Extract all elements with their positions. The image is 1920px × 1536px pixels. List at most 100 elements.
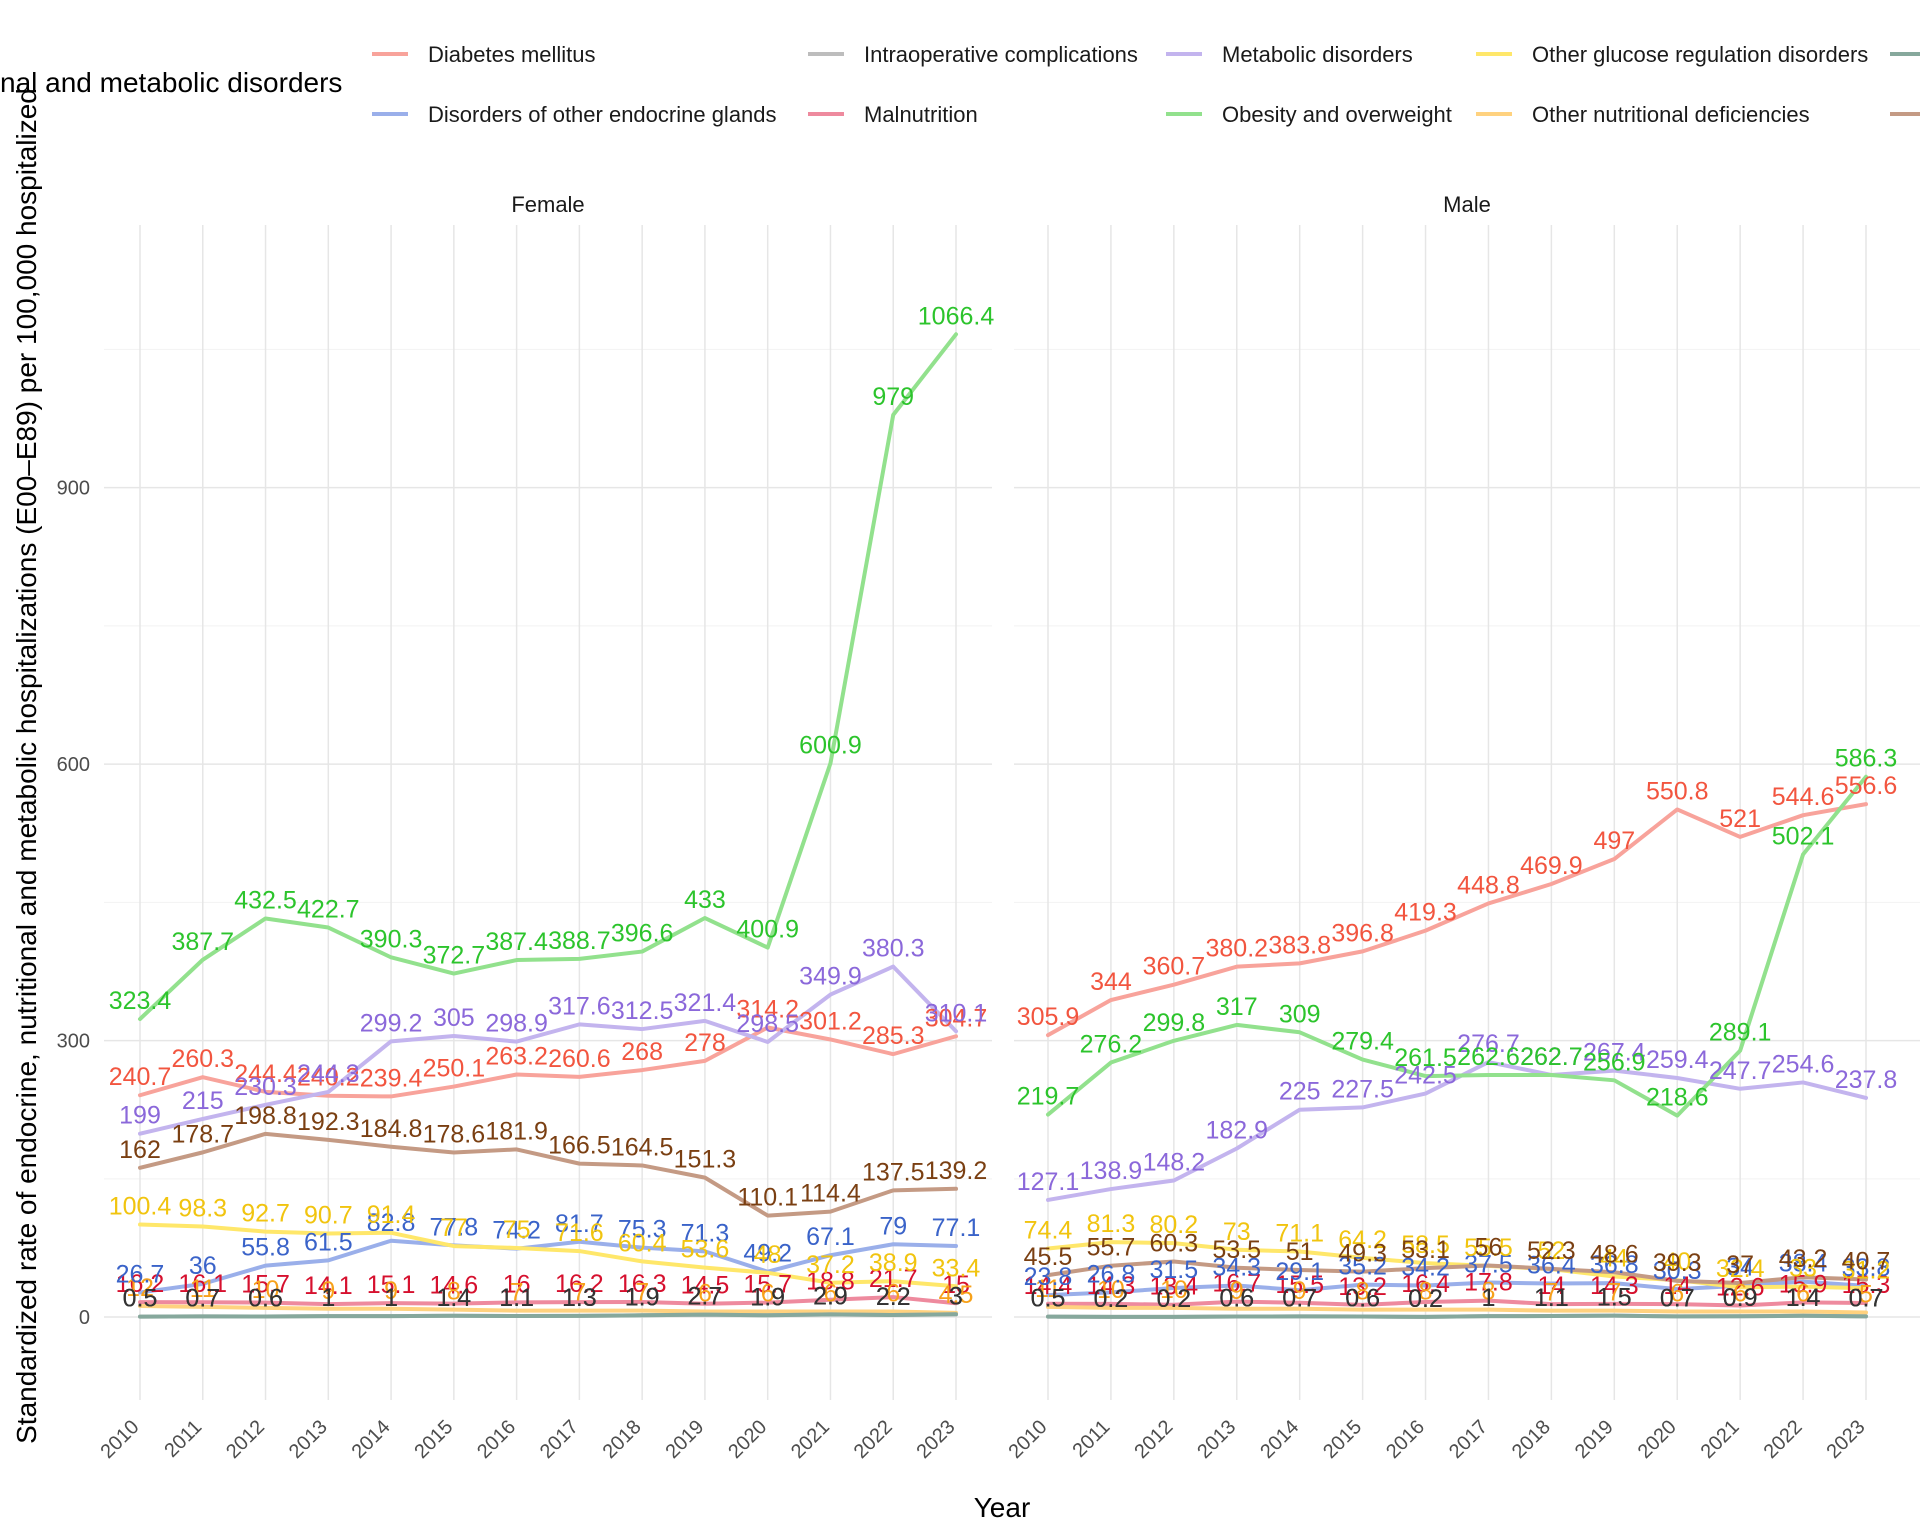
data-label: 21.7: [869, 1265, 918, 1293]
data-label: 18.8: [806, 1268, 855, 1296]
x-tick-label: 2020: [724, 1416, 771, 1463]
data-label: 278: [684, 1029, 726, 1057]
data-label: 239.4: [360, 1064, 423, 1092]
data-label: 301.2: [799, 1007, 862, 1035]
data-label: 7: [1607, 1279, 1621, 1307]
data-label: 244.3: [297, 1060, 360, 1088]
data-labels-intraop: 0.5 0.7 0.6 1 1 1.4 1.1 1.3 1.9 2.7 1.9 2.9 2.2 3: [123, 1282, 963, 1312]
data-labels-gluc: 74.4 81.3 80.2 73 71.1 64.2 58.5 55.5 52 44 40 32.4…: [1024, 1210, 1891, 1284]
data-label: 79: [879, 1212, 907, 1240]
data-label: 0.7: [1660, 1284, 1695, 1312]
data-label: 12.6: [1716, 1273, 1765, 1301]
data-label: 127.1: [1017, 1168, 1080, 1196]
data-label: 0.2: [1094, 1285, 1129, 1313]
data-label: 77.8: [430, 1213, 479, 1241]
data-label: 10: [252, 1276, 280, 1304]
data-label: 0.7: [1849, 1284, 1884, 1312]
data-label: 9: [1293, 1277, 1307, 1305]
data-label: 521: [1719, 805, 1761, 833]
data-label: 1.1: [499, 1284, 534, 1312]
series-line-endoc: [138, 1238, 958, 1295]
data-label: 73: [1223, 1218, 1251, 1246]
data-label: 8: [447, 1278, 461, 1306]
data-label: 390.3: [360, 925, 423, 953]
data-label: 14.6: [430, 1272, 479, 1300]
x-tick-label: 2019: [661, 1416, 708, 1463]
data-label: 0.7: [185, 1284, 220, 1312]
legend-label: Metabolic disorders: [1222, 42, 1413, 67]
data-label: 268: [621, 1038, 663, 1066]
data-label: 242.5: [1394, 1062, 1457, 1090]
data-label: 305: [433, 1004, 475, 1032]
data-label: 198.8: [234, 1102, 297, 1130]
series-line-nutdef: [138, 1304, 958, 1315]
data-label: 53.1: [1401, 1236, 1450, 1264]
data-label: 34: [1726, 1254, 1754, 1282]
data-label: 74.4: [1024, 1216, 1073, 1244]
data-label: 81.7: [555, 1210, 604, 1238]
x-tick-label: 2020: [1634, 1416, 1681, 1463]
data-label: 31.5: [1150, 1256, 1199, 1284]
data-label: 15.5: [1275, 1271, 1324, 1299]
data-label: 0.6: [1345, 1285, 1380, 1313]
data-label: 16: [503, 1270, 531, 1298]
series-line-malnut: [1046, 1298, 1868, 1308]
data-label: 317: [1216, 993, 1258, 1021]
data-label: 114.4: [800, 1180, 861, 1208]
data-label: 1.4: [436, 1284, 471, 1312]
x-tick-label: 2012: [222, 1416, 269, 1463]
data-label: 33.4: [932, 1254, 981, 1282]
data-label: 0.7: [1282, 1284, 1317, 1312]
data-label: 244.4: [234, 1060, 297, 1088]
data-label: 218.6: [1646, 1084, 1709, 1112]
data-label: 1.3: [562, 1284, 597, 1312]
data-label: 6: [1733, 1280, 1747, 1308]
data-label: 309: [1279, 1000, 1321, 1028]
data-label: 148.2: [1143, 1148, 1206, 1176]
data-label: 380.2: [1205, 935, 1268, 963]
data-label: 82.8: [367, 1209, 416, 1237]
data-label: 43.2: [1779, 1245, 1828, 1273]
data-label: 0.5: [123, 1285, 158, 1313]
data-label: 556.6: [1835, 772, 1898, 800]
legend-item: Obesity and overweight: [1166, 102, 1452, 127]
data-label: 14: [1537, 1272, 1565, 1300]
data-label: 1.9: [750, 1283, 785, 1311]
data-label: 1.1: [1534, 1284, 1569, 1312]
series-line-obes: [1046, 774, 1868, 1118]
data-label: 7: [635, 1279, 649, 1307]
data-label: 360.7: [1143, 953, 1206, 981]
data-label: 12: [126, 1274, 154, 1302]
data-labels-gluc: 100.4 98.3 92.7 90.7 91.4 77 75 71.6 60.4 53.6 48 3…: [109, 1193, 981, 1283]
data-label: 44: [1600, 1245, 1628, 1273]
x-tick-label: 2010: [1005, 1416, 1052, 1463]
data-label: 6: [824, 1280, 838, 1308]
x-tick-label: 2014: [348, 1416, 395, 1463]
data-label: 304.7: [925, 1004, 988, 1032]
data-label: 35.2: [1338, 1253, 1387, 1281]
data-label: 2.9: [813, 1282, 848, 1310]
data-label: 2.9: [813, 1282, 848, 1310]
data-label: 40: [1663, 1248, 1691, 1276]
data-label: 276.2: [1080, 1031, 1143, 1059]
data-label: 30.3: [1653, 1257, 1702, 1285]
series-line-obes: [138, 332, 958, 1022]
data-label: 91.4: [367, 1201, 416, 1229]
legend-item: Intraoperative complications: [808, 42, 1138, 67]
data-label: 49.3: [1338, 1240, 1387, 1268]
data-labels-unnamed2: 0.5 0.2 0.2 0.6 0.7 0.6 0.2 1 1.1 1.5 0.7 0.9 1.4 0.7: [1031, 1284, 1884, 1313]
series-line-gluc: [138, 1222, 958, 1289]
data-label: 1: [384, 1284, 398, 1312]
x-tick-label: 2011: [160, 1416, 206, 1462]
data-label: 0.2: [1156, 1285, 1191, 1313]
data-label: 1.9: [750, 1283, 785, 1311]
data-label: 36.4: [1527, 1252, 1576, 1280]
x-tick-label: 2023: [1823, 1416, 1870, 1463]
data-label: 1.5: [1597, 1284, 1632, 1312]
data-label: 2.2: [876, 1283, 911, 1311]
data-label: 298.5: [736, 1010, 799, 1038]
data-label: 74.2: [492, 1217, 541, 1245]
data-label: 3: [949, 1282, 963, 1310]
data-label: 38.4: [1779, 1250, 1828, 1278]
